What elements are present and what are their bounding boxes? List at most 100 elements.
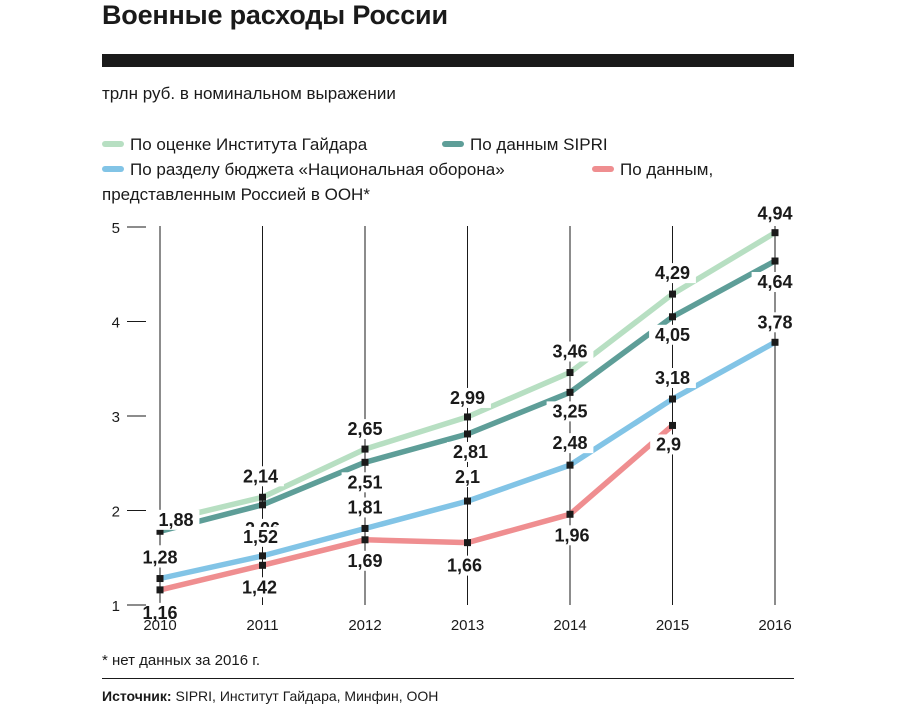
data-label-gaidar-2012: 2,65 (347, 419, 382, 439)
data-label-budget-2015: 3,18 (655, 368, 690, 388)
x-tick-label-2012: 2012 (348, 617, 381, 634)
data-label-un-2013: 1,66 (447, 556, 482, 576)
data-point-sipri-2012 (361, 458, 369, 466)
x-tick-label-2015: 2015 (656, 617, 689, 634)
legend-swatch-un (592, 165, 614, 172)
data-point-budget-2015 (669, 395, 676, 403)
data-label-bg-gaidar-2010 (152, 509, 200, 530)
data-point-un-2015 (669, 421, 676, 429)
footnote: * нет данных за 2016 г. (102, 652, 261, 669)
x-tick-label-2013: 2013 (451, 617, 484, 634)
data-label-bg-budget-2014 (546, 433, 594, 454)
source-note: Источник: SIPRI, Институт Гайдара, Минфи… (102, 688, 438, 704)
label-layer: 1,882,142,652,993,464,294,941,782,062,51… (136, 203, 799, 623)
data-point-budget-2010 (156, 575, 164, 583)
data-label-bg-gaidar-2015 (649, 263, 696, 284)
data-point-gaidar-2011 (259, 493, 266, 501)
x-tick-label-2014: 2014 (553, 617, 586, 634)
x-tick-label-2010: 2010 (143, 617, 176, 634)
y-tick-label-4: 4 (112, 315, 120, 332)
data-label-bg-budget-2016 (751, 312, 799, 333)
data-label-bg-budget-2011 (237, 526, 284, 547)
data-label-gaidar-2013: 2,99 (450, 388, 485, 408)
x-tick-label-2011: 2011 (246, 617, 278, 634)
source-text: SIPRI, Институт Гайдара, Минфин, ООН (171, 688, 439, 704)
y-tick-label-1: 1 (112, 598, 120, 615)
data-point-sipri-2010 (156, 527, 164, 535)
data-label-bg-budget-2013 (449, 467, 486, 488)
legend-swatch-budget (102, 165, 124, 172)
data-point-un-2010 (156, 586, 164, 594)
data-label-un-2010: 1,16 (142, 603, 177, 623)
data-point-un-2014 (566, 510, 574, 518)
data-label-bg-un-2014 (548, 525, 596, 546)
data-label-un-2011: 1,42 (242, 577, 277, 597)
legend-swatch-sipri (442, 140, 464, 147)
data-label-bg-sipri-2013 (447, 441, 494, 462)
data-label-un-2015: 2,9 (656, 434, 681, 454)
data-point-gaidar-2014 (566, 369, 574, 377)
data-point-sipri-2015 (669, 313, 676, 321)
data-label-bg-budget-2015 (649, 367, 696, 388)
axis-layer: 2010 2011 2012 2013 2014 2015 2016 1 2 3 4 5 (112, 220, 792, 634)
data-label-bg-un-2012 (341, 550, 389, 571)
legend-label-gaidar: По оценке Института Гайдара (130, 135, 368, 154)
legend-item-budget: По разделу бюджета «Национальная оборона… (102, 157, 505, 183)
y-tick-label-3: 3 (112, 409, 120, 426)
data-label-sipri-2015: 4,05 (655, 325, 690, 345)
data-label-sipri-2014: 3,25 (552, 401, 587, 421)
data-label-gaidar-2015: 4,29 (655, 263, 690, 283)
data-label-bg-budget-2012 (341, 497, 389, 518)
data-label-bg-sipri-2014 (546, 401, 594, 422)
data-label-gaidar-2011: 2,14 (243, 466, 278, 486)
legend-item-sipri: По данным SIPRI (442, 132, 608, 158)
data-label-un-2014: 1,96 (554, 525, 589, 545)
data-label-bg-gaidar-2013 (444, 387, 491, 408)
data-label-bg-budget-2010 (136, 547, 184, 568)
data-point-budget-2014 (566, 461, 574, 469)
data-point-gaidar-2016 (771, 229, 779, 237)
bottom-rule (102, 678, 794, 679)
data-label-budget-2016: 3,78 (757, 312, 792, 332)
data-label-sipri-2012: 2,51 (347, 472, 382, 492)
data-point-gaidar-2013 (464, 413, 471, 421)
data-point-un-2011 (259, 561, 266, 569)
chart-title: Военные расходы России (102, 0, 448, 30)
chart-subtitle: трлн руб. в номинальном выражении (102, 84, 396, 103)
data-label-un-2012: 1,69 (347, 551, 382, 571)
legend-label-un-line2: представленным Россией в ООН* (102, 185, 370, 204)
data-point-sipri-2014 (566, 388, 574, 396)
legend-item-un-line2: представленным Россией в ООН* (102, 182, 370, 208)
series-line-un (159, 423, 675, 593)
data-label-gaidar-2016: 4,94 (757, 204, 792, 224)
data-label-bg-sipri-2015 (649, 324, 696, 345)
data-label-sipri-2013: 2,81 (453, 442, 488, 462)
data-label-bg-un-2010 (136, 602, 184, 623)
data-point-budget-2016 (771, 338, 779, 346)
legend-label-un: По данным, (620, 160, 714, 179)
data-label-bg-sipri-2016 (751, 272, 799, 293)
data-label-budget-2014: 2,48 (552, 433, 587, 453)
title-rule (102, 54, 794, 67)
data-label-budget-2010: 1,28 (142, 548, 177, 568)
data-label-bg-gaidar-2011 (237, 466, 284, 487)
data-label-gaidar-2014: 3,46 (552, 342, 587, 362)
data-label-budget-2012: 1,81 (347, 497, 382, 517)
data-point-gaidar-2015 (669, 290, 676, 298)
data-label-budget-2011: 1,52 (243, 527, 278, 547)
y-tick-label-5: 5 (112, 220, 120, 237)
data-label-bg-gaidar-2012 (341, 419, 389, 440)
data-point-un-2013 (464, 539, 471, 547)
legend-label-sipri: По данным SIPRI (470, 135, 608, 154)
data-label-sipri-2016: 4,64 (757, 272, 792, 292)
data-label-budget-2013: 2,1 (455, 467, 480, 487)
data-label-bg-gaidar-2014 (546, 341, 594, 362)
legend-label-budget: По разделу бюджета «Национальная оборона… (130, 160, 505, 179)
data-label-bg-un-2015 (650, 434, 687, 455)
x-tick-label-2016: 2016 (758, 617, 791, 634)
data-point-sipri-2013 (464, 430, 471, 438)
data-label-bg-un-2013 (441, 555, 488, 576)
data-point-sipri-2016 (771, 257, 779, 265)
legend-item-un: По данным, (592, 157, 713, 183)
